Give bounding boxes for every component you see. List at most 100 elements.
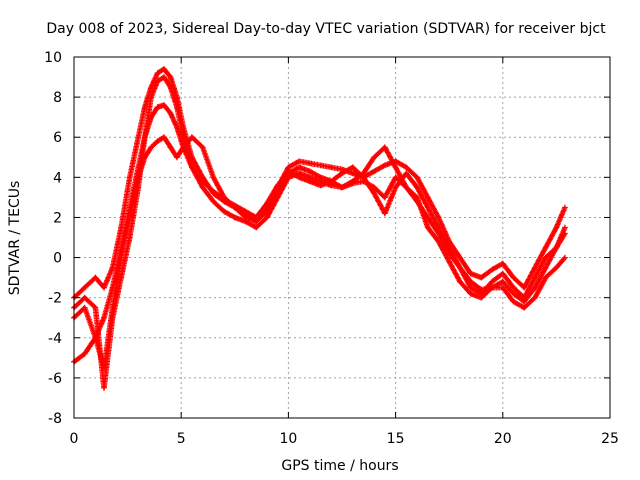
data-point: [371, 154, 377, 161]
data-point: [296, 170, 302, 177]
data-point: [424, 224, 431, 231]
data-point: [521, 304, 528, 311]
data-point: [510, 284, 517, 291]
data-point: [371, 190, 377, 197]
data-point: [161, 74, 167, 80]
data-point: [148, 94, 154, 100]
data-point: [141, 134, 148, 141]
data-point: [92, 304, 99, 311]
data-point: [478, 274, 485, 281]
data-point: [382, 144, 388, 151]
data-point: [382, 162, 388, 169]
x-tick-label: 20: [494, 431, 512, 447]
data-point: [141, 104, 148, 110]
data-point: [532, 274, 538, 281]
data-point: [126, 174, 133, 181]
data-point: [478, 294, 485, 301]
data-point: [232, 204, 238, 211]
data-point: [414, 184, 420, 191]
data-point: [360, 170, 367, 177]
data-point: [210, 188, 217, 195]
data-point: [210, 198, 217, 205]
data-point: [403, 164, 410, 171]
data-point: [457, 278, 463, 285]
data-point: [285, 174, 292, 181]
data-point: [542, 274, 549, 281]
data-point: [424, 204, 431, 211]
data-point: [392, 184, 399, 191]
data-point: [500, 284, 506, 291]
data-point: [553, 244, 560, 251]
plot-frame: [73, 56, 611, 419]
data-point: [135, 184, 142, 191]
data-point: [478, 286, 485, 293]
data-point: [467, 278, 474, 285]
chart-title: Day 008 of 2023, Sidereal Day-to-day VTE…: [46, 21, 606, 37]
data-point: [307, 174, 313, 181]
y-tick-label: 8: [53, 90, 62, 106]
data-point: [500, 270, 506, 277]
data-point: [167, 110, 174, 116]
data-point: [562, 224, 568, 231]
data-point: [189, 164, 195, 171]
data-point: [81, 304, 88, 311]
data-point: [174, 104, 180, 110]
data-point: [489, 266, 495, 273]
x-tick-label: 0: [70, 431, 79, 447]
series-markers: [71, 74, 568, 391]
data-point: [467, 290, 474, 297]
data-point: [307, 168, 313, 175]
y-tick-label: 10: [44, 50, 62, 66]
data-point: [403, 170, 410, 177]
data-point: [135, 134, 142, 141]
data-point: [253, 218, 260, 225]
series-markers: [71, 134, 567, 371]
data-point: [371, 168, 377, 175]
data-point: [510, 298, 517, 305]
data-point: [446, 258, 452, 265]
data-point: [161, 134, 167, 141]
data-point: [371, 184, 377, 191]
data-point: [109, 314, 116, 321]
data-point: [349, 180, 356, 187]
data-point: [382, 194, 388, 201]
data-point: [392, 164, 399, 171]
data-point: [457, 264, 463, 271]
data-point: [360, 178, 367, 185]
data-point: [253, 224, 260, 231]
x-tick-label: 15: [387, 431, 405, 447]
data-point: [349, 170, 356, 177]
data-point: [542, 244, 549, 251]
data-point: [154, 104, 161, 110]
data-point: [328, 182, 335, 189]
data-point: [242, 210, 249, 217]
y-tick-label: -8: [48, 411, 62, 427]
data-point: [435, 230, 442, 237]
data-point: [161, 102, 167, 108]
data-point: [221, 208, 227, 215]
data-point: [532, 294, 538, 301]
data-point: [414, 174, 420, 181]
x-axis-label: GPS time / hours: [281, 458, 398, 474]
y-tick-label: -6: [48, 371, 62, 387]
data-point: [339, 170, 345, 177]
series-track-4: [71, 74, 568, 391]
data-point: [500, 260, 506, 267]
x-tick-label: 25: [601, 431, 619, 447]
data-point: [532, 284, 538, 291]
series-track-3: [71, 134, 568, 371]
data-point: [126, 234, 133, 241]
data-point: [101, 284, 107, 291]
y-tick-label: 2: [53, 210, 62, 226]
data-point: [510, 290, 517, 297]
data-point: [242, 218, 249, 225]
data-point: [264, 214, 270, 221]
data-point: [553, 264, 560, 271]
data-point: [424, 194, 431, 201]
data-point: [199, 184, 206, 191]
x-tick-label: 10: [279, 431, 297, 447]
data-point: [457, 254, 463, 261]
data-point: [210, 174, 217, 181]
data-point: [81, 351, 88, 357]
data-point: [148, 144, 154, 151]
